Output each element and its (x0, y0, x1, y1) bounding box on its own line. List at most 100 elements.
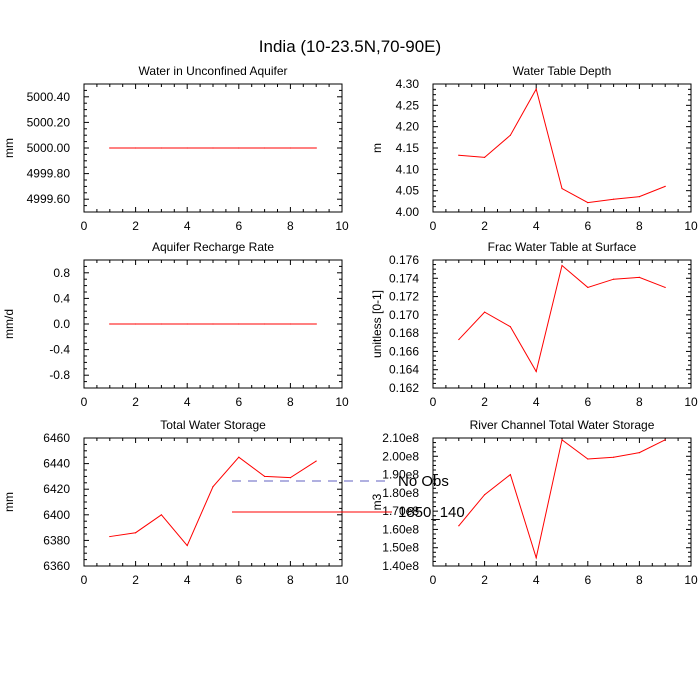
y-tick-label: 6400 (43, 508, 70, 522)
panel-title: Aquifer Recharge Rate (152, 240, 274, 254)
data-point (535, 370, 537, 373)
data-point (587, 286, 589, 289)
data-point (458, 525, 460, 527)
chart-panel-4: Total Water Storage 0 2 4 6 8 10 6360 6380 6400 64… (2, 418, 349, 587)
x-tick-label: 10 (335, 219, 349, 233)
y-tick-label: 0.0 (53, 317, 70, 331)
data-point (613, 456, 615, 458)
figure-title: India (10-23.5N,70-90E) (259, 37, 441, 56)
series-line (458, 438, 666, 560)
data-point (561, 264, 563, 267)
x-tick-label: 8 (287, 395, 294, 409)
data-point (315, 323, 317, 325)
data-point (109, 535, 111, 538)
x-tick-label: 10 (335, 573, 349, 587)
y-tick-label: 4.30 (396, 77, 420, 91)
x-tick-label: 6 (235, 219, 242, 233)
data-point (238, 147, 240, 149)
x-tick-label: 0 (430, 395, 437, 409)
y-tick-label: 4.00 (396, 205, 420, 219)
chart-panel-3: Frac Water Table at Surface 0 2 4 6 8 10 0.162 0… (370, 240, 698, 409)
data-point (535, 88, 537, 90)
x-tick-label: 2 (481, 573, 488, 587)
x-tick-label: 0 (81, 395, 88, 409)
data-point (289, 323, 291, 325)
x-tick-label: 4 (533, 573, 540, 587)
x-tick-label: 4 (533, 395, 540, 409)
x-tick-label: 10 (684, 219, 698, 233)
legend: No Obs 1850_140 (232, 473, 465, 521)
y-tick-label: 0.4 (53, 291, 70, 305)
data-point (212, 147, 214, 149)
x-tick-label: 10 (335, 395, 349, 409)
y-tick-label: 1.80e8 (382, 486, 419, 500)
series-line (458, 87, 666, 204)
panel-title: Water Table Depth (513, 64, 612, 78)
data-point (109, 323, 111, 325)
x-tick-label: 0 (81, 219, 88, 233)
x-tick-label: 4 (184, 395, 191, 409)
data-point (315, 460, 317, 462)
y-tick-label: 4.20 (396, 120, 420, 134)
y-tick-label: 0.176 (389, 253, 419, 267)
chart-panel-0: Water in Unconfined Aquifer 0 2 4 6 8 10 4999.6… (2, 64, 349, 233)
x-tick-label: 2 (132, 573, 139, 587)
data-point (264, 475, 266, 477)
data-point (186, 147, 188, 149)
y-axis-label: unitless [0-1] (370, 290, 384, 358)
series-line (458, 264, 666, 373)
y-tick-label: 1.40e8 (382, 559, 419, 573)
x-tick-label: 8 (636, 395, 643, 409)
data-point (509, 473, 511, 476)
y-axis-label: m (370, 143, 384, 153)
y-tick-label: 2.10e8 (382, 431, 419, 445)
plot-frame (432, 259, 692, 389)
data-point (135, 323, 137, 325)
data-point (160, 147, 162, 149)
y-tick-label: 1.50e8 (382, 541, 419, 555)
data-point (613, 278, 615, 280)
x-tick-label: 2 (132, 395, 139, 409)
y-tick-label: 5000.00 (27, 141, 71, 155)
x-tick-label: 6 (584, 395, 591, 409)
data-point (109, 147, 111, 149)
y-tick-label: 4.10 (396, 162, 420, 176)
data-point (561, 439, 563, 441)
x-tick-label: 8 (636, 573, 643, 587)
data-point (484, 311, 486, 313)
data-point (186, 323, 188, 325)
data-point (484, 494, 486, 496)
panel-title: Water in Unconfined Aquifer (139, 64, 288, 78)
data-point (212, 486, 214, 488)
plot-frame (83, 437, 343, 567)
y-tick-label: 0.168 (389, 326, 419, 340)
x-tick-label: 2 (132, 219, 139, 233)
plot-frame (432, 83, 692, 213)
data-point (638, 276, 641, 278)
x-tick-label: 4 (533, 219, 540, 233)
data-point (160, 323, 162, 325)
data-point (613, 198, 615, 200)
y-tick-label: 6420 (43, 482, 70, 496)
data-point (458, 338, 460, 341)
data-point (664, 185, 666, 187)
data-point (587, 458, 589, 460)
data-point (638, 196, 641, 198)
x-tick-label: 2 (481, 219, 488, 233)
x-tick-label: 6 (235, 573, 242, 587)
data-point (535, 557, 537, 559)
chart-panel-5: River Channel Total Water Storage 0 2 4 6 8 10… (370, 418, 698, 587)
data-point (238, 323, 240, 325)
y-tick-label: 1.90e8 (382, 468, 419, 482)
x-tick-label: 8 (636, 219, 643, 233)
x-tick-label: 8 (287, 219, 294, 233)
data-point (664, 286, 666, 289)
data-point (135, 147, 137, 149)
y-tick-label: 0.172 (389, 290, 419, 304)
chart-panel-2: Aquifer Recharge Rate 0 2 4 6 8 10 -0.8 -0.4 0.0 0… (2, 240, 349, 409)
x-tick-label: 10 (684, 573, 698, 587)
data-point (509, 326, 511, 328)
x-tick-label: 2 (481, 395, 488, 409)
data-point (638, 452, 641, 454)
